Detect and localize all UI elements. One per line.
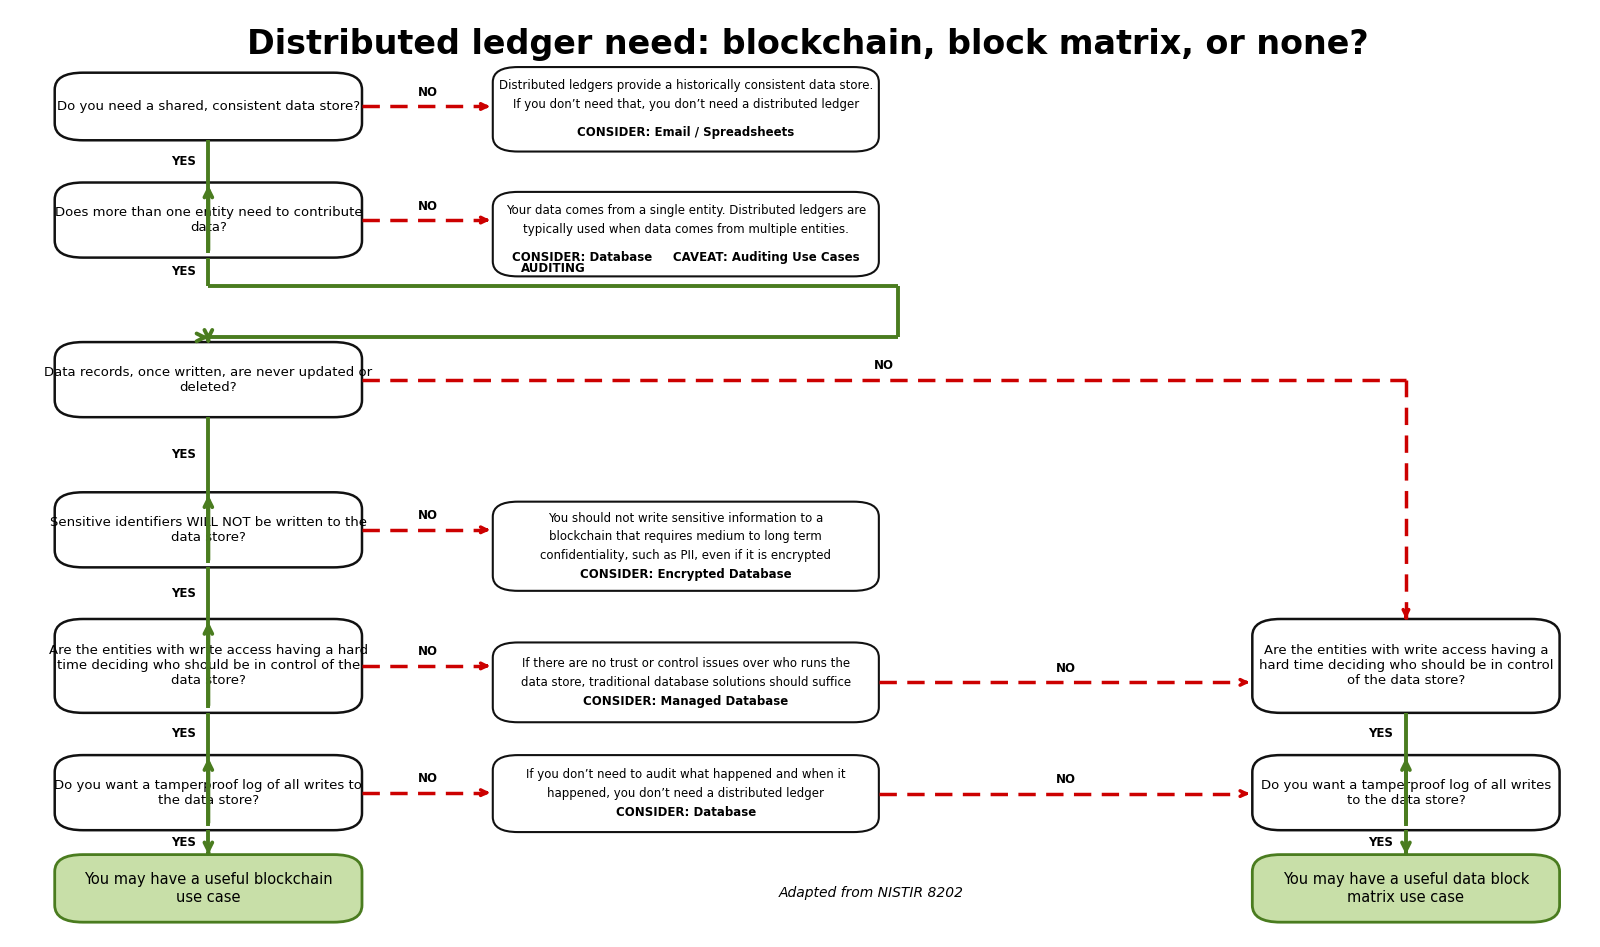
Text: NO: NO xyxy=(418,86,437,99)
Text: blockchain that requires medium to long term: blockchain that requires medium to long … xyxy=(549,530,822,544)
Text: Distributed ledger need: blockchain, block matrix, or none?: Distributed ledger need: blockchain, blo… xyxy=(246,27,1368,61)
FancyBboxPatch shape xyxy=(493,502,878,591)
Text: You may have a useful data block
matrix use case: You may have a useful data block matrix … xyxy=(1283,872,1530,904)
Text: Distributed ledgers provide a historically consistent data store.: Distributed ledgers provide a historical… xyxy=(499,80,874,92)
Text: YES: YES xyxy=(1368,836,1394,849)
Text: You should not write sensitive information to a: You should not write sensitive informati… xyxy=(549,511,824,525)
FancyBboxPatch shape xyxy=(493,67,878,152)
Text: YES: YES xyxy=(171,727,195,741)
Text: If you don’t need to audit what happened and when it: If you don’t need to audit what happened… xyxy=(526,768,846,781)
Text: Are the entities with write access having a hard
time deciding who should be in : Are the entities with write access havin… xyxy=(48,644,368,688)
Text: YES: YES xyxy=(171,265,195,278)
Text: confidentiality, such as PII, even if it is encrypted: confidentiality, such as PII, even if it… xyxy=(541,549,832,563)
Text: CONSIDER: Email / Spreadsheets: CONSIDER: Email / Spreadsheets xyxy=(578,126,795,139)
FancyBboxPatch shape xyxy=(493,755,878,832)
Text: Does more than one entity need to contribute
data?: Does more than one entity need to contri… xyxy=(54,206,362,234)
Text: CONSIDER: Database     CAVEAT: Auditing Use Cases: CONSIDER: Database CAVEAT: Auditing Use … xyxy=(512,251,859,264)
Text: CONSIDER: Managed Database: CONSIDER: Managed Database xyxy=(582,695,789,707)
FancyBboxPatch shape xyxy=(493,642,878,723)
FancyBboxPatch shape xyxy=(54,183,362,258)
Text: NO: NO xyxy=(418,509,437,523)
FancyBboxPatch shape xyxy=(54,492,362,567)
Text: YES: YES xyxy=(171,448,195,461)
Text: Your data comes from a single entity. Distributed ledgers are: Your data comes from a single entity. Di… xyxy=(506,205,866,217)
Text: Do you want a tamperproof log of all writes
to the data store?: Do you want a tamperproof log of all wri… xyxy=(1261,778,1550,807)
Text: CONSIDER: Encrypted Database: CONSIDER: Encrypted Database xyxy=(581,568,792,581)
Text: If there are no trust or control issues over who runs the: If there are no trust or control issues … xyxy=(522,657,850,670)
Text: NO: NO xyxy=(418,200,437,212)
Text: If you don’t need that, you don’t need a distributed ledger: If you don’t need that, you don’t need a… xyxy=(512,98,859,111)
FancyBboxPatch shape xyxy=(54,854,362,922)
Text: YES: YES xyxy=(171,836,195,849)
Text: NO: NO xyxy=(1056,773,1075,786)
FancyBboxPatch shape xyxy=(1253,619,1560,713)
Text: NO: NO xyxy=(418,772,437,785)
Text: Data records, once written, are never updated or
deleted?: Data records, once written, are never up… xyxy=(45,366,373,394)
Text: NO: NO xyxy=(418,646,437,658)
Text: NO: NO xyxy=(874,359,894,372)
Text: Sensitive identifiers WILL NOT be written to the
data store?: Sensitive identifiers WILL NOT be writte… xyxy=(50,516,366,544)
Text: AUDITING: AUDITING xyxy=(520,261,586,275)
FancyBboxPatch shape xyxy=(493,192,878,277)
Text: Adapted from NISTIR 8202: Adapted from NISTIR 8202 xyxy=(779,886,963,900)
Text: You may have a useful blockchain
use case: You may have a useful blockchain use cas… xyxy=(85,872,333,904)
Text: YES: YES xyxy=(171,155,195,168)
Text: happened, you don’t need a distributed ledger: happened, you don’t need a distributed l… xyxy=(547,787,824,800)
FancyBboxPatch shape xyxy=(1253,755,1560,831)
Text: NO: NO xyxy=(1056,662,1075,675)
FancyBboxPatch shape xyxy=(54,342,362,418)
Text: Do you need a shared, consistent data store?: Do you need a shared, consistent data st… xyxy=(56,100,360,113)
Text: Are the entities with write access having a
hard time deciding who should be in : Are the entities with write access havin… xyxy=(1259,644,1554,688)
Text: Do you want a tamperproof log of all writes to
the data store?: Do you want a tamperproof log of all wri… xyxy=(54,778,362,807)
Text: YES: YES xyxy=(171,587,195,599)
Text: CONSIDER: Database: CONSIDER: Database xyxy=(616,806,755,819)
Text: typically used when data comes from multiple entities.: typically used when data comes from mult… xyxy=(523,223,848,236)
FancyBboxPatch shape xyxy=(1253,854,1560,922)
FancyBboxPatch shape xyxy=(54,755,362,831)
FancyBboxPatch shape xyxy=(54,73,362,140)
Text: data store, traditional database solutions should suffice: data store, traditional database solutio… xyxy=(520,676,851,688)
Text: YES: YES xyxy=(1368,727,1394,741)
FancyBboxPatch shape xyxy=(54,619,362,713)
